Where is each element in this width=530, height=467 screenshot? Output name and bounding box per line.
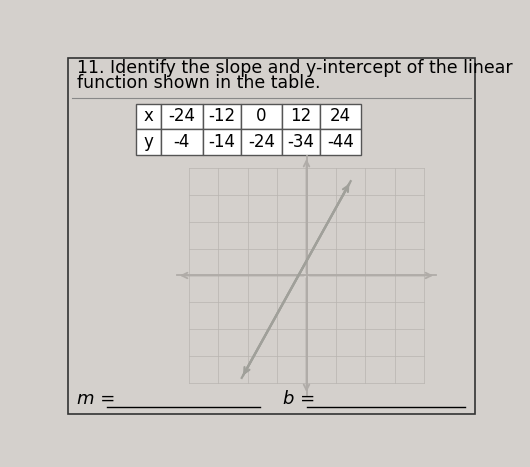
Text: -44: -44 <box>327 133 354 151</box>
Text: 24: 24 <box>330 107 351 126</box>
Bar <box>202 129 241 155</box>
Text: -34: -34 <box>288 133 315 151</box>
Text: -14: -14 <box>208 133 235 151</box>
Text: -24: -24 <box>248 133 275 151</box>
Bar <box>136 104 161 129</box>
Bar <box>241 104 282 129</box>
Text: -12: -12 <box>208 107 236 126</box>
Text: x: x <box>144 107 153 126</box>
Bar <box>321 104 361 129</box>
Text: 0: 0 <box>257 107 267 126</box>
Text: m =: m = <box>77 390 116 408</box>
Text: b =: b = <box>283 390 315 408</box>
Text: y: y <box>144 133 153 151</box>
Text: -4: -4 <box>173 133 190 151</box>
Bar <box>136 129 161 155</box>
Bar <box>161 129 202 155</box>
Bar <box>282 129 321 155</box>
Bar <box>202 104 241 129</box>
Text: 11. Identify the slope and y-intercept of the linear: 11. Identify the slope and y-intercept o… <box>77 59 513 77</box>
Bar <box>282 104 321 129</box>
Bar <box>321 129 361 155</box>
Text: 12: 12 <box>290 107 312 126</box>
Bar <box>161 104 202 129</box>
Text: -24: -24 <box>168 107 195 126</box>
Text: function shown in the table.: function shown in the table. <box>77 74 321 92</box>
Bar <box>241 129 282 155</box>
